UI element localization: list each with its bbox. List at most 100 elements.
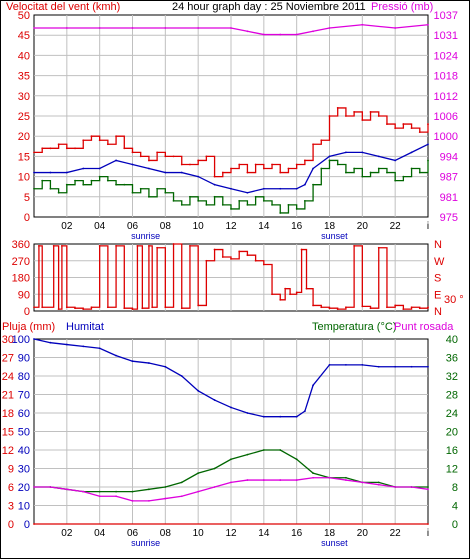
panel-3-temperature-tick-label: 8 <box>452 482 458 494</box>
panel-3-magenta-series-point <box>410 486 413 488</box>
panel-1-green-series-point <box>197 199 200 202</box>
panel-1-hour-tick-label: 22 <box>390 221 402 232</box>
panel-1-speed-tick-label: 30 <box>18 91 30 103</box>
panel-1-red-series-point <box>213 175 216 178</box>
graph-date-title: 24 hour graph day : 25 Noviembre 2011 <box>172 1 366 13</box>
panel-3-temperature-tick-label: 12 <box>446 464 458 476</box>
panel-3-humidity-tick-label: 80 <box>18 371 30 383</box>
panel-3-blue-series-point <box>328 364 331 366</box>
panel-2-red-series-point <box>284 287 287 290</box>
panel-3-temperature-tick-label: 4 <box>452 501 458 513</box>
panel-2-red-series-point <box>361 305 364 308</box>
panel-3-magenta-series-point <box>82 490 85 493</box>
panel-2-red-series-point <box>328 307 331 310</box>
panel-3-magenta-series-point <box>312 476 314 479</box>
panel-2-red-series-point <box>106 306 109 309</box>
panel-3-magenta-series-point <box>246 479 249 481</box>
panel-3-blue-series-point <box>180 375 183 377</box>
panel-2-direction-tick-label: 180 <box>12 273 30 285</box>
panel-3-blue-series-point <box>131 360 134 363</box>
panel-3-magenta-series-point <box>33 486 35 488</box>
panel-2-compass-label: N <box>434 239 442 251</box>
panel-2-red-series-point <box>394 304 397 307</box>
panel-1-red-series-point <box>336 107 339 109</box>
panel-3-humidity-tick-label: 50 <box>18 427 30 439</box>
panel-1-magenta-series-point <box>131 27 134 29</box>
panel-3-rain-tick-label: 12 <box>2 445 14 457</box>
panel-3-hour-tick-label: 16 <box>291 528 303 539</box>
panel-1-blue-series-point <box>213 183 216 186</box>
panel-1-blue-series-point <box>377 155 380 158</box>
panel-3-magenta-series-point <box>230 481 232 484</box>
panel-1-blue-series-point <box>295 187 298 190</box>
panel-1-green-series-point <box>189 195 191 198</box>
panel-3-blue-series-point <box>262 415 265 418</box>
panel-1-green-series-point <box>180 203 183 206</box>
panel-3-magenta-series-point <box>131 499 134 502</box>
panel-1-blue-series-point <box>361 151 364 154</box>
panel-3-temperature-title: Temperatura (°C) <box>312 321 396 333</box>
panel-2-red-series-point <box>295 291 298 294</box>
panel-3-green-series-point <box>427 486 429 488</box>
panel-3-sunrise-label: sunrise <box>131 538 160 548</box>
panel-3-rain-tick-label: 27 <box>2 353 14 365</box>
panel-3-blue-series-point <box>394 365 397 368</box>
panel-1-red-series-point <box>49 147 52 150</box>
panel-1-red-series-point <box>131 151 134 154</box>
panel-2-red-series-point <box>90 306 93 309</box>
panel-3-blue-series <box>33 338 428 418</box>
panel-1-blue-series-point <box>148 167 150 170</box>
panel-3-magenta-series-point <box>197 490 200 493</box>
panel-1-green-series-point <box>246 203 249 206</box>
panel-3-blue-series-point <box>295 415 298 418</box>
panel-3-blue-series-point <box>410 365 413 368</box>
panel-3-hour-tick-label: 14 <box>258 528 270 539</box>
panel-1-red-series-point <box>361 119 364 121</box>
chart-panels: 0510152025303540455097598198799410001006… <box>2 10 464 548</box>
panel-2-red-series-point <box>410 306 413 309</box>
panel-1-magenta-series-point <box>65 27 68 29</box>
panel-2-red-series-point <box>427 306 429 309</box>
panel-3-magenta-series-point <box>65 488 68 491</box>
panel-1-green-series-point <box>328 159 331 162</box>
panel-2-compass-label: S <box>434 273 441 285</box>
panel-3-blue-series-point <box>312 384 314 387</box>
panel-3-temperature-tick-label: 32 <box>446 371 458 383</box>
panel-2-red-series-point <box>369 307 372 310</box>
panel-3-humidity-tick-label: 90 <box>18 353 30 365</box>
panel-1-speed-tick-label: 10 <box>18 172 30 184</box>
panel-1-magenta-series-point <box>427 23 429 26</box>
panel-1-green-series-point <box>279 212 282 214</box>
panel-1-green-series-point <box>361 175 364 178</box>
panel-3-rain-tick-label: 3 <box>8 501 14 513</box>
panel-1-pressure-tick-label: 1000 <box>434 131 458 143</box>
panel-2-red-series-point <box>238 250 241 253</box>
panel-1-red-series-point <box>139 155 142 158</box>
panel-1-speed-tick-label: 5 <box>24 192 30 204</box>
panel-2-red-series-point <box>52 244 55 247</box>
panel-1-blue-series-point <box>115 159 117 162</box>
panel-3-green-series-point <box>377 481 380 484</box>
panel-1-green-series-point <box>353 167 356 170</box>
panel-1-speed-tick-label: 45 <box>18 30 30 42</box>
panel-3-green-series-point <box>131 490 134 493</box>
panel-1-green-series-point <box>377 167 380 170</box>
panel-1-red-series-point <box>303 159 306 162</box>
panel-3-green-series-point <box>115 490 117 493</box>
panel-1-red-series-point <box>320 139 323 142</box>
panel-3-magenta-series-point <box>148 499 150 502</box>
panel-1-green-series-point <box>345 171 347 174</box>
panel-1-speed-tick-label: 20 <box>18 131 30 143</box>
panel-3-magenta-series-point <box>279 479 282 481</box>
panel-1-blue-series-point <box>312 167 314 170</box>
panel-3-humidity-tick-label: 70 <box>18 390 30 402</box>
panel-3-blue-series-point <box>345 364 347 366</box>
panel-1-hour-tick-label: 10 <box>193 221 205 232</box>
panel-1-pressure-tick-label: 1031 <box>434 30 458 42</box>
panel-2-red-series-point <box>38 244 40 247</box>
panel-1-red-series-point <box>262 167 265 170</box>
panel-3-green-series-point <box>213 467 216 470</box>
panel-1-hour-tick-label: 06 <box>127 221 139 232</box>
panel-1-green-series-point <box>271 203 273 206</box>
